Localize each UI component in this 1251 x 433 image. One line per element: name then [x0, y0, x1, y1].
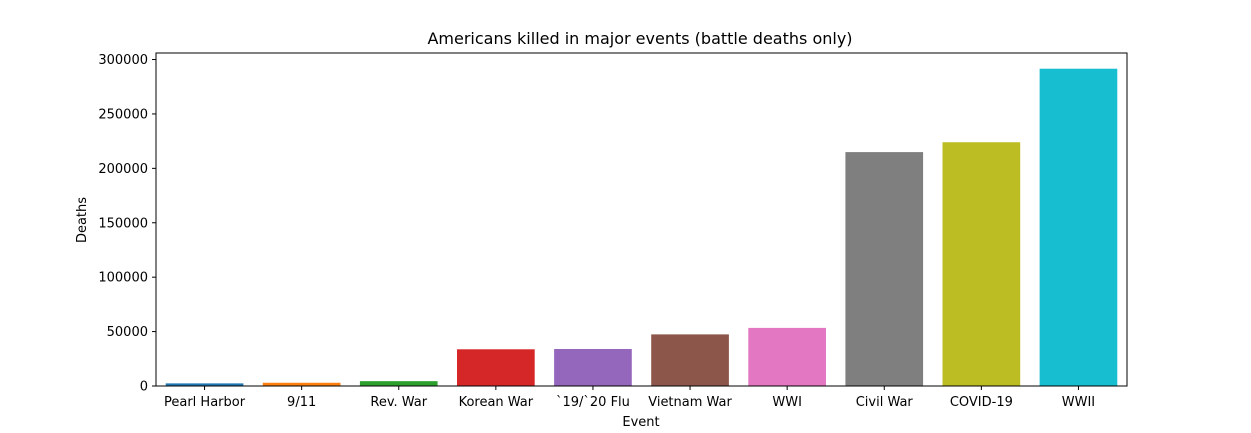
y-axis-ticks: 0 50000 100000 150000 200000 250000 300000 — [98, 53, 156, 395]
bar-3 — [457, 349, 535, 386]
x-tick-label-5: Vietnam War — [648, 395, 732, 410]
y-tick-label-2: 100000 — [98, 271, 148, 286]
x-tick-label-6: WWI — [772, 395, 802, 410]
y-tick-label-3: 150000 — [98, 216, 148, 231]
x-tick-label-4: `19/`20 Flu — [556, 395, 630, 410]
y-axis-label: Deaths — [75, 197, 90, 243]
bar-9 — [1039, 68, 1118, 387]
bar-1 — [262, 382, 341, 386]
bars-layer — [165, 68, 1118, 387]
bar-5 — [651, 334, 729, 386]
x-tick-label-8: COVID-19 — [950, 395, 1013, 410]
y-tick-label-4: 200000 — [98, 162, 148, 177]
bar-2 — [359, 381, 438, 386]
chart-title: Americans killed in major events (battle… — [427, 29, 852, 48]
x-tick-label-3: Korean War — [459, 395, 534, 410]
x-tick-label-0: Pearl Harbor — [164, 395, 246, 410]
x-axis-ticks: Pearl Harbor 9/11 Rev. War Korean War `19/`2… — [164, 386, 1095, 410]
plot-frame — [155, 52, 1128, 387]
x-axis-label: Event — [622, 415, 659, 430]
y-tick-label-5: 250000 — [98, 107, 148, 122]
y-tick-label-6: 300000 — [98, 53, 148, 68]
bar-4 — [554, 349, 632, 386]
bar-8 — [942, 142, 1021, 386]
x-tick-label-9: WWII — [1062, 395, 1095, 410]
x-tick-label-7: Civil War — [856, 395, 914, 410]
y-tick-label-0: 0 — [140, 380, 148, 395]
x-tick-label-2: Rev. War — [370, 395, 427, 410]
y-tick-label-1: 50000 — [107, 325, 148, 340]
bar-0 — [165, 383, 244, 386]
bar-6 — [748, 327, 826, 386]
x-tick-label-1: 9/11 — [287, 395, 316, 410]
bar-7 — [845, 152, 924, 386]
